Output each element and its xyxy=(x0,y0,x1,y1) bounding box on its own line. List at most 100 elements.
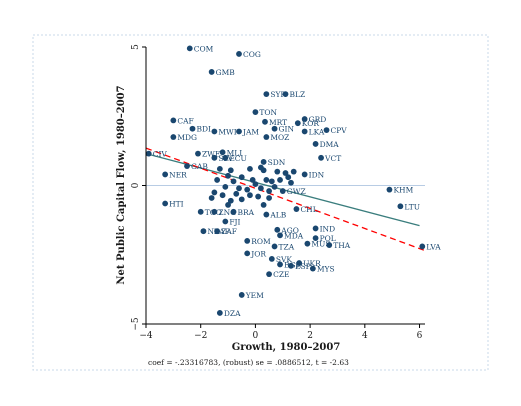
point-label-mrt: MRT xyxy=(269,118,287,127)
data-point-dza xyxy=(216,310,223,316)
data-point-mwi xyxy=(211,128,218,135)
data-point xyxy=(266,188,272,194)
point-label-mus: MUS xyxy=(311,240,330,249)
data-point xyxy=(225,201,231,208)
data-point xyxy=(208,195,215,201)
point-label-yem: YEM xyxy=(245,291,264,300)
point-label-ecu: ECU xyxy=(229,154,247,163)
point-label-cpv: CPV xyxy=(331,126,348,135)
data-point-tza xyxy=(271,243,278,250)
data-point xyxy=(219,192,226,199)
data-point-khm xyxy=(386,186,393,193)
point-label-mdg: MDG xyxy=(177,133,197,142)
point-label-gwz: GWZ xyxy=(287,187,306,196)
data-point-bdi xyxy=(189,125,196,132)
data-point xyxy=(290,168,297,175)
data-point-rom xyxy=(244,238,251,244)
data-point-mus xyxy=(304,240,311,247)
data-point-mrt xyxy=(262,118,268,125)
data-point-tgo xyxy=(197,208,204,215)
data-point xyxy=(244,186,251,193)
data-point xyxy=(266,195,272,201)
data-point-yem xyxy=(238,292,245,298)
data-point xyxy=(257,164,264,171)
y-tick-label: 5 xyxy=(131,44,141,50)
data-point-hti xyxy=(162,200,169,207)
point-label-caf: CAF xyxy=(177,116,193,125)
data-point xyxy=(252,181,259,188)
data-point xyxy=(227,197,234,204)
data-point-syr xyxy=(263,91,270,97)
data-point-lva xyxy=(419,243,426,250)
data-point xyxy=(230,178,237,185)
point-label-khm: KHM xyxy=(393,186,413,195)
point-label-mli: MLI xyxy=(227,148,243,157)
data-point xyxy=(216,165,223,172)
data-point-sdn xyxy=(260,159,267,165)
point-label-ner: NER xyxy=(169,170,187,179)
point-label-lka: LKA xyxy=(309,127,325,136)
point-label-zwe: ZWE xyxy=(202,150,220,159)
data-point-alb xyxy=(263,211,270,218)
data-point xyxy=(225,172,231,179)
data-point xyxy=(222,183,229,190)
data-point-gwz xyxy=(279,188,286,194)
point-label-ind: IND xyxy=(320,224,336,233)
data-point-bra xyxy=(230,208,237,215)
data-point-bgr xyxy=(277,261,283,268)
x-tick-label: 4 xyxy=(362,331,368,341)
data-point xyxy=(282,170,289,176)
data-point xyxy=(236,185,242,192)
point-label-idn: IDN xyxy=(309,170,325,179)
point-label-cog: COG xyxy=(243,50,261,59)
point-label-ago: AGO xyxy=(280,226,299,235)
data-point-ukr xyxy=(296,260,303,266)
data-point-cog xyxy=(236,51,242,57)
data-point-ind xyxy=(312,225,319,232)
data-point-zaf xyxy=(214,228,221,235)
regression-note: coef = -.23316783, (robust) se = .088651… xyxy=(148,358,349,367)
point-label-syr: SYR xyxy=(270,90,286,99)
data-point xyxy=(268,178,275,185)
data-point-mli xyxy=(219,149,226,156)
point-label-kor: KOR xyxy=(302,119,320,128)
data-point xyxy=(249,177,256,183)
data-point-lka xyxy=(301,128,308,135)
point-label-zng: ZNG xyxy=(218,208,236,217)
data-point xyxy=(211,189,218,196)
data-point-ner xyxy=(162,171,169,178)
data-point-grd xyxy=(301,116,308,122)
data-point-civ xyxy=(145,150,152,157)
point-label-grd: GRD xyxy=(309,115,327,124)
point-label-ltu: LTU xyxy=(404,202,420,211)
data-point xyxy=(271,183,278,190)
data-point-gmb xyxy=(208,69,215,75)
data-point-svk xyxy=(268,256,275,262)
data-point-tha xyxy=(326,242,333,248)
x-tick-label: −4 xyxy=(139,331,153,341)
data-point-blz xyxy=(282,91,289,97)
point-label-gab: GAB xyxy=(191,162,208,171)
data-point-caf xyxy=(170,117,177,124)
point-label-com: COM xyxy=(194,44,214,53)
x-tick-label: 0 xyxy=(253,331,259,341)
data-point-mda xyxy=(277,232,283,239)
data-point-moz xyxy=(263,134,270,140)
data-point-chl xyxy=(293,206,300,212)
data-point xyxy=(247,192,253,199)
data-point-zng xyxy=(211,208,218,215)
x-tick-label: −2 xyxy=(194,331,207,341)
data-point-com xyxy=(186,45,193,52)
point-label-zaf: ZAF xyxy=(221,227,237,236)
data-point xyxy=(238,174,245,181)
point-label-jam: JAM xyxy=(242,127,259,136)
point-label-bdi: BDI xyxy=(197,125,212,134)
data-point-cpv xyxy=(323,127,330,133)
point-label-chl: CHL xyxy=(300,205,317,214)
point-label-gmb: GMB xyxy=(216,68,236,77)
data-point xyxy=(255,193,262,200)
point-label-dma: DMA xyxy=(320,140,340,149)
outer-frame xyxy=(32,34,489,371)
point-label-tha: THA xyxy=(333,241,351,250)
